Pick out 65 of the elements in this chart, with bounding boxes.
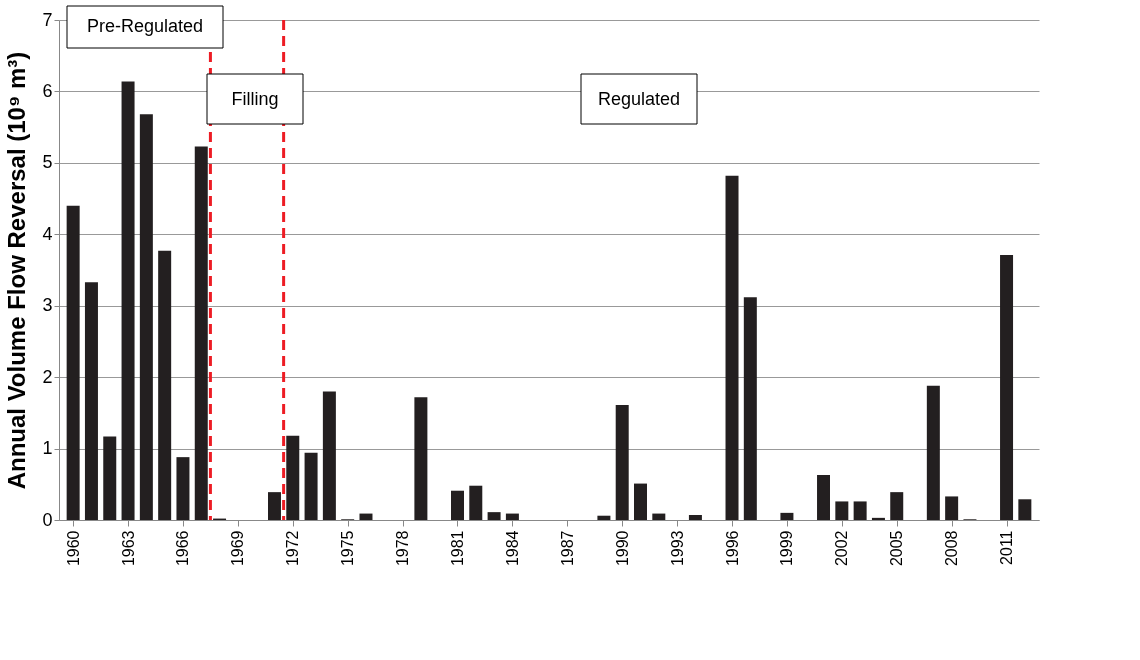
annotation: Pre-Regulated xyxy=(86,16,204,36)
x-tick-label: 1990 xyxy=(613,530,631,567)
bar xyxy=(66,205,80,520)
bar xyxy=(286,435,300,520)
x-tick-label: 1966 xyxy=(174,530,192,567)
y-tick-label: 3 xyxy=(42,295,53,316)
bar xyxy=(304,452,318,520)
bar xyxy=(743,297,757,520)
bar xyxy=(688,515,702,520)
y-tick-label: 2 xyxy=(42,366,53,387)
bar xyxy=(322,391,336,520)
x-tick-label: 2002 xyxy=(833,530,851,567)
y-tick-label: 5 xyxy=(42,152,53,173)
x-tick-label: 1993 xyxy=(668,530,686,567)
x-tick-label: 1999 xyxy=(778,530,796,567)
bar xyxy=(1018,499,1032,520)
bar xyxy=(817,475,831,520)
bar xyxy=(487,512,501,520)
bar xyxy=(780,512,794,520)
bar xyxy=(84,282,98,520)
x-tick-label: 2011 xyxy=(998,530,1016,565)
bar xyxy=(121,81,135,520)
bar xyxy=(652,513,666,520)
bar xyxy=(597,515,611,520)
bar xyxy=(725,175,739,520)
bar xyxy=(634,483,648,520)
bar xyxy=(871,517,885,520)
bar xyxy=(176,457,190,520)
bar xyxy=(267,492,281,520)
x-tick-label: 1972 xyxy=(284,530,302,567)
x-tick-label: 1987 xyxy=(558,530,576,567)
x-tick-label: 1963 xyxy=(119,530,137,567)
bar xyxy=(139,114,153,520)
x-tick-label: 2008 xyxy=(943,530,961,567)
annotation: Regulated xyxy=(597,89,681,109)
bar xyxy=(615,405,629,520)
bar xyxy=(414,397,428,520)
x-tick-label: 1978 xyxy=(394,530,412,567)
bar xyxy=(469,485,483,520)
y-tick-label: 0 xyxy=(42,509,53,530)
x-tick-label: 1981 xyxy=(448,530,466,567)
y-axis-title: Annual Volume Flow Reversal (10⁹ m³) xyxy=(3,51,31,490)
y-tick-label: 6 xyxy=(42,80,53,101)
bar xyxy=(194,146,208,520)
y-tick-label: 7 xyxy=(42,9,53,30)
x-tick-label: 1975 xyxy=(339,530,357,567)
x-tick-label: 1969 xyxy=(229,530,247,567)
bar xyxy=(359,513,373,520)
bar xyxy=(926,385,940,520)
bar xyxy=(835,501,849,520)
bar xyxy=(505,513,519,520)
x-tick-label: 1960 xyxy=(64,530,82,567)
bar xyxy=(158,250,172,520)
bar xyxy=(450,490,464,520)
x-tick-label: 1984 xyxy=(503,530,521,567)
x-tick-label: 2005 xyxy=(888,530,906,567)
bar xyxy=(945,496,959,520)
x-tick-label: 1996 xyxy=(723,530,741,567)
bar xyxy=(103,436,117,520)
bar xyxy=(890,492,904,520)
annotation: Filling xyxy=(231,89,279,109)
bar xyxy=(1000,255,1014,520)
y-tick-label: 1 xyxy=(42,438,53,459)
bar xyxy=(853,501,867,520)
y-tick-label: 4 xyxy=(42,223,53,244)
